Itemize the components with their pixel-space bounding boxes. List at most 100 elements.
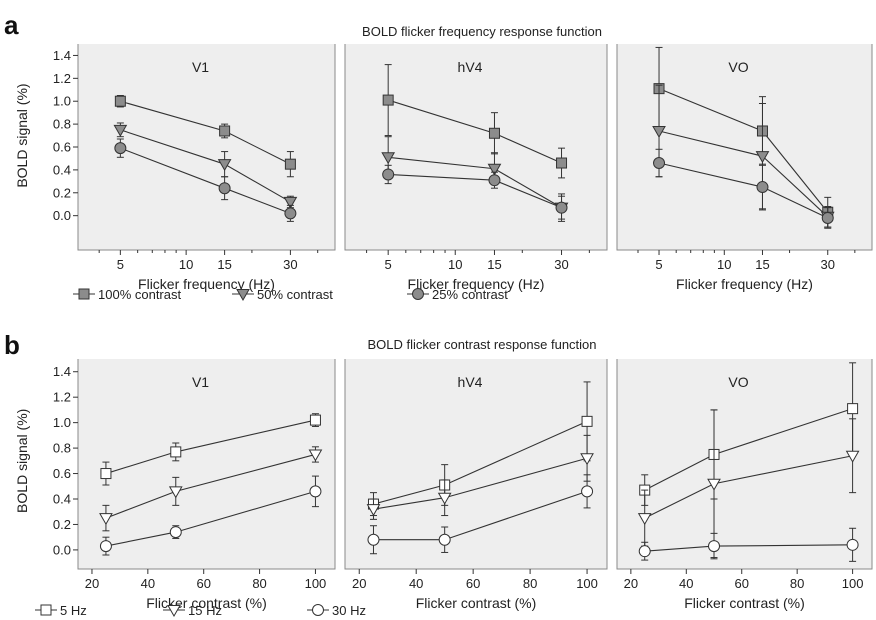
- x-axis-label: Flicker contrast (%): [684, 595, 805, 611]
- data-point: [653, 157, 666, 170]
- data-point: [488, 127, 500, 139]
- x-tick-label: 20: [352, 576, 366, 591]
- legend-label: 5 Hz: [60, 603, 87, 618]
- data-point: [99, 540, 112, 553]
- x-tick-label: 100: [305, 576, 327, 591]
- y-tick-label: 0.8: [53, 441, 71, 456]
- legend-label: 15 Hz: [188, 603, 222, 618]
- data-point: [846, 538, 859, 551]
- x-tick-label: 80: [790, 576, 804, 591]
- x-tick-label: 15: [217, 257, 231, 272]
- x-tick-label: 20: [624, 576, 638, 591]
- data-point: [168, 486, 183, 499]
- data-point: [847, 403, 859, 415]
- x-tick-label: 5: [385, 257, 392, 272]
- x-tick-label: 40: [141, 576, 155, 591]
- charts-layer: V1 5 10 15 30 Flicker frequency (Hz) 0.0 0.2 0.4…: [14, 44, 873, 611]
- series-2: [99, 475, 322, 556]
- x-tick-label: 20: [85, 576, 99, 591]
- data-point: [217, 159, 232, 172]
- legend-label: 25% contrast: [432, 287, 508, 302]
- region-label: V1: [192, 59, 209, 75]
- series-2: [382, 164, 568, 220]
- y-tick-label: 0.6: [53, 140, 71, 155]
- x-tick-label: 5: [655, 257, 662, 272]
- x-tick-label: 60: [196, 576, 210, 591]
- plot-area: [617, 359, 872, 569]
- plot-frame: [616, 359, 873, 570]
- data-point: [637, 513, 652, 526]
- data-point: [555, 201, 568, 214]
- data-point: [99, 513, 113, 526]
- legend-marker: [78, 288, 90, 300]
- y-tick-label: 0.4: [53, 492, 71, 507]
- data-point: [284, 207, 297, 220]
- data-point: [581, 415, 593, 427]
- data-point: [309, 414, 321, 426]
- data-point: [284, 158, 296, 170]
- x-tick-label: 100: [576, 576, 598, 591]
- y-tick-label: 0.8: [53, 117, 71, 132]
- plot-area: [78, 359, 335, 569]
- legend-frequency: 5 Hz 15 Hz 30 Hz: [35, 603, 366, 618]
- chart-panel-a-1: hV4 5 10 15 30 Flicker frequency (Hz): [344, 44, 608, 292]
- x-axis-label: Flicker frequency (Hz): [138, 276, 275, 292]
- y-tick-label: 1.0: [53, 415, 71, 430]
- data-point: [381, 152, 396, 165]
- region-label: V1: [192, 374, 209, 390]
- data-point: [708, 540, 721, 553]
- data-point: [487, 163, 502, 176]
- data-point: [114, 95, 126, 107]
- data-point: [756, 181, 769, 194]
- data-point: [113, 124, 128, 137]
- data-point: [488, 174, 501, 187]
- plot-frame: [344, 359, 608, 570]
- legend-marker: [412, 288, 424, 300]
- x-axis-label: Flicker contrast (%): [416, 595, 537, 611]
- panel-letter-b: b: [4, 330, 20, 360]
- y-tick-label: 0.0: [53, 208, 71, 223]
- legend-label: 50% contrast: [257, 287, 333, 302]
- data-point: [382, 168, 395, 181]
- plot-frame: [344, 44, 608, 251]
- data-point: [366, 504, 381, 517]
- y-tick-label: 0.6: [53, 466, 71, 481]
- x-tick-label: 15: [755, 257, 769, 272]
- x-tick-label: 80: [252, 576, 266, 591]
- region-label: VO: [728, 374, 748, 390]
- plot-frame: [616, 44, 873, 251]
- region-label: VO: [728, 59, 748, 75]
- x-tick-label: 30: [554, 257, 568, 272]
- series-2: [638, 527, 859, 562]
- data-point: [556, 157, 568, 169]
- x-axis-label: Flicker frequency (Hz): [676, 276, 813, 292]
- plot-area: [345, 359, 607, 569]
- data-point: [707, 478, 721, 491]
- data-point: [638, 545, 651, 558]
- series-2: [367, 474, 594, 555]
- series-0: [100, 413, 321, 486]
- x-tick-label: 100: [842, 576, 864, 591]
- series-1: [366, 434, 594, 520]
- legend-contrast: 100% contrast 50% contrast 25% contrast: [73, 287, 508, 302]
- data-point: [438, 533, 451, 546]
- legend-marker: [40, 604, 52, 616]
- x-tick-label: 40: [409, 576, 423, 591]
- y-tick-label: 1.2: [53, 390, 71, 405]
- plot-frame: [77, 359, 336, 570]
- chart-panel-a-2: VO 5 10 15 30 Flicker frequency (Hz): [616, 44, 873, 292]
- data-point: [821, 211, 834, 224]
- legend-label: 100% contrast: [98, 287, 181, 302]
- data-point: [309, 485, 322, 498]
- series-1: [99, 446, 323, 532]
- series-1: [113, 122, 298, 209]
- legend-marker: [167, 605, 181, 618]
- y-tick-label: 1.2: [53, 71, 71, 86]
- data-point: [218, 182, 231, 195]
- legends-layer: 100% contrast 50% contrast 25% contrast 5 H…: [35, 287, 508, 618]
- x-tick-label: 5: [117, 257, 124, 272]
- x-tick-label: 15: [487, 257, 501, 272]
- y-tick-label: 0.4: [53, 162, 71, 177]
